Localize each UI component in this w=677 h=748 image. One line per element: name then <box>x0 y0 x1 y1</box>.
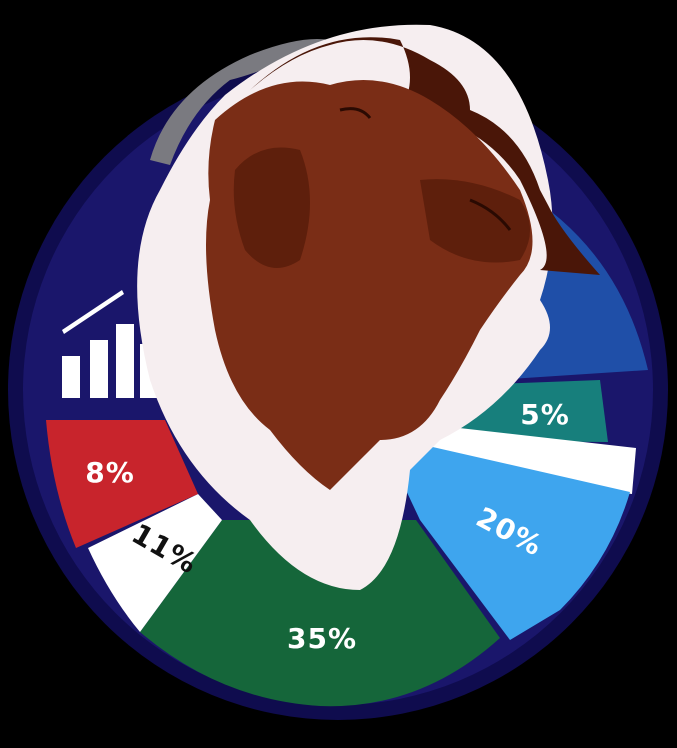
slice-light-blue <box>380 435 630 640</box>
pie-slice-label: 8% <box>85 456 135 489</box>
slice-white-left <box>88 494 222 632</box>
goat-head-illustration <box>137 24 600 590</box>
pie-slice-label: 5% <box>520 398 570 431</box>
slice-red <box>46 420 198 548</box>
slice-green <box>140 520 500 707</box>
pie-slice-label: 35% <box>287 622 357 655</box>
